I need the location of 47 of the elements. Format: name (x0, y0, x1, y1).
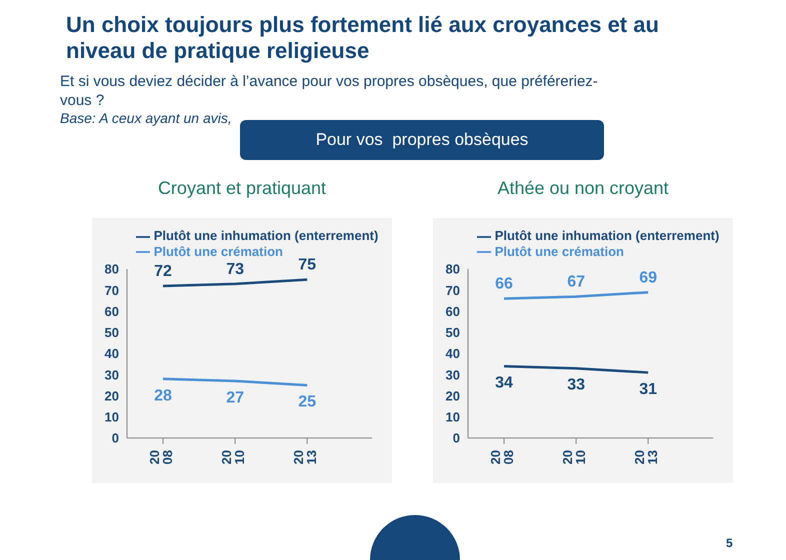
legend-label: Plutôt une inhumation (enterrement) (154, 228, 378, 243)
y-tick-label: 10 (104, 410, 119, 425)
x-tick-label: 2008 (488, 450, 516, 464)
data-label: 34 (495, 374, 514, 392)
y-tick-label: 40 (104, 346, 119, 362)
data-label: 28 (154, 387, 172, 404)
y-tick-label: 20 (446, 388, 460, 404)
data-label: 69 (639, 269, 658, 286)
y-tick-label: 30 (104, 367, 119, 382)
data-label: 67 (567, 274, 586, 291)
y-tick-label: 60 (104, 304, 119, 319)
x-tick-label: 2013 (632, 450, 660, 464)
y-tick-label: 70 (446, 282, 460, 298)
data-label: 31 (639, 380, 658, 398)
text: Base: A ceux ayant un avis, (60, 110, 232, 126)
x-tick-label: 2013 (291, 450, 320, 464)
y-tick-label: 70 (104, 282, 119, 298)
legend-label: Plutôt une inhumation (enterrement) (494, 228, 720, 243)
data-label: 73 (226, 260, 244, 278)
chart-title: Croyant et pratiquant (156, 178, 328, 200)
y-tick-label: 20 (104, 388, 119, 404)
data-label: 33 (567, 376, 586, 394)
y-tick-label: 30 (446, 367, 460, 382)
y-tick-label: 10 (446, 410, 460, 425)
y-tick-label: 40 (446, 346, 460, 362)
x-tick-label: 2010 (219, 450, 248, 464)
x-tick-label: 2008 (147, 450, 176, 464)
y-tick-label: 0 (452, 430, 460, 446)
y-tick-label: 80 (446, 262, 460, 277)
legend-label: Plutôt une crémation (494, 244, 624, 259)
text: Un choix toujours plus fortement lié aux croyances et au niveau de pratique religieuse (66, 12, 660, 64)
text: Et si vous deviez décider à l’avance pour vos propres obsèques, que préféreriez-vous ? (60, 72, 599, 110)
y-tick-label: 80 (104, 262, 119, 277)
legend-label: Plutôt une crémation (154, 244, 283, 259)
data-label: 72 (154, 263, 172, 280)
y-tick-label: 50 (446, 325, 460, 340)
text: Pour vos propres obsèques (240, 120, 604, 160)
x-tick-label: 2010 (560, 450, 588, 464)
data-label: 27 (226, 389, 244, 406)
data-label: 66 (495, 276, 514, 293)
data-label: 25 (298, 394, 316, 411)
y-tick-label: 0 (112, 430, 119, 446)
y-tick-label: 50 (104, 325, 119, 340)
y-tick-label: 60 (446, 304, 460, 319)
text: 5 (726, 536, 733, 550)
chart-title: Athée ou non croyant (496, 178, 670, 200)
data-label: 75 (298, 256, 316, 274)
